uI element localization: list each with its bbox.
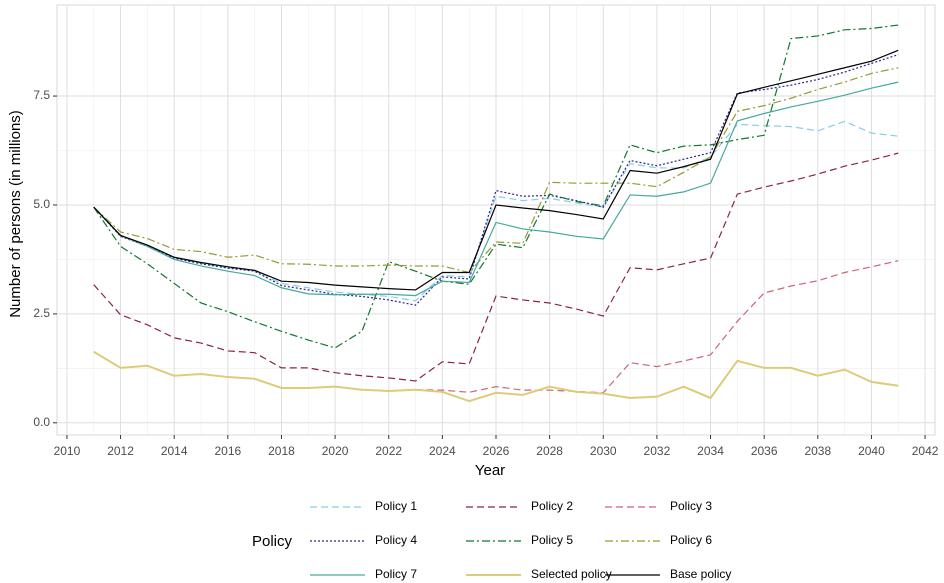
x-tick-label: 2018	[268, 444, 295, 458]
legend-label: Selected policy	[531, 567, 612, 581]
line-series	[93, 152, 899, 382]
x-tick-label: 2032	[644, 444, 671, 458]
line-series	[93, 67, 899, 274]
legend-label: Policy 2	[531, 499, 573, 513]
x-tick-label: 2026	[483, 444, 510, 458]
legend-label: Policy 7	[375, 567, 417, 581]
legend-label: Policy 4	[375, 533, 417, 547]
y-tick-label: 5.0	[33, 197, 50, 211]
x-tick-label: 2034	[697, 444, 724, 458]
x-tick-label: 2016	[214, 444, 241, 458]
legend-title: Policy	[252, 533, 293, 550]
x-axis-title: Year	[475, 462, 505, 479]
x-tick-label: 2020	[322, 444, 349, 458]
line-series	[93, 120, 899, 302]
line-series	[93, 49, 899, 291]
line-series	[93, 350, 899, 403]
line-series	[93, 81, 899, 297]
legend-label: Policy 3	[670, 499, 712, 513]
x-tick-label: 2036	[751, 444, 778, 458]
legend-label: Policy 5	[531, 533, 573, 547]
y-tick-label: 2.5	[33, 306, 50, 320]
line-series	[93, 24, 899, 349]
x-tick-label: 2010	[54, 444, 81, 458]
y-tick-label: 7.5	[33, 88, 50, 102]
legend-label: Policy 6	[670, 533, 712, 547]
y-tick-label: 0.0	[33, 415, 50, 429]
x-tick-label: 2012	[107, 444, 134, 458]
x-tick-label: 2038	[804, 444, 831, 458]
x-tick-label: 2014	[161, 444, 188, 458]
x-tick-label: 2024	[429, 444, 456, 458]
x-tick-label: 2022	[375, 444, 402, 458]
legend-label: Base policy	[670, 567, 731, 581]
x-tick-label: 2040	[858, 444, 885, 458]
x-tick-label: 2042	[912, 444, 939, 458]
x-tick-label: 2028	[536, 444, 563, 458]
line-series	[93, 54, 899, 306]
x-tick-label: 2030	[590, 444, 617, 458]
line-series	[93, 260, 899, 394]
y-axis-title: Number of persons (in millions)	[7, 110, 24, 318]
legend-label: Policy 1	[375, 499, 417, 513]
